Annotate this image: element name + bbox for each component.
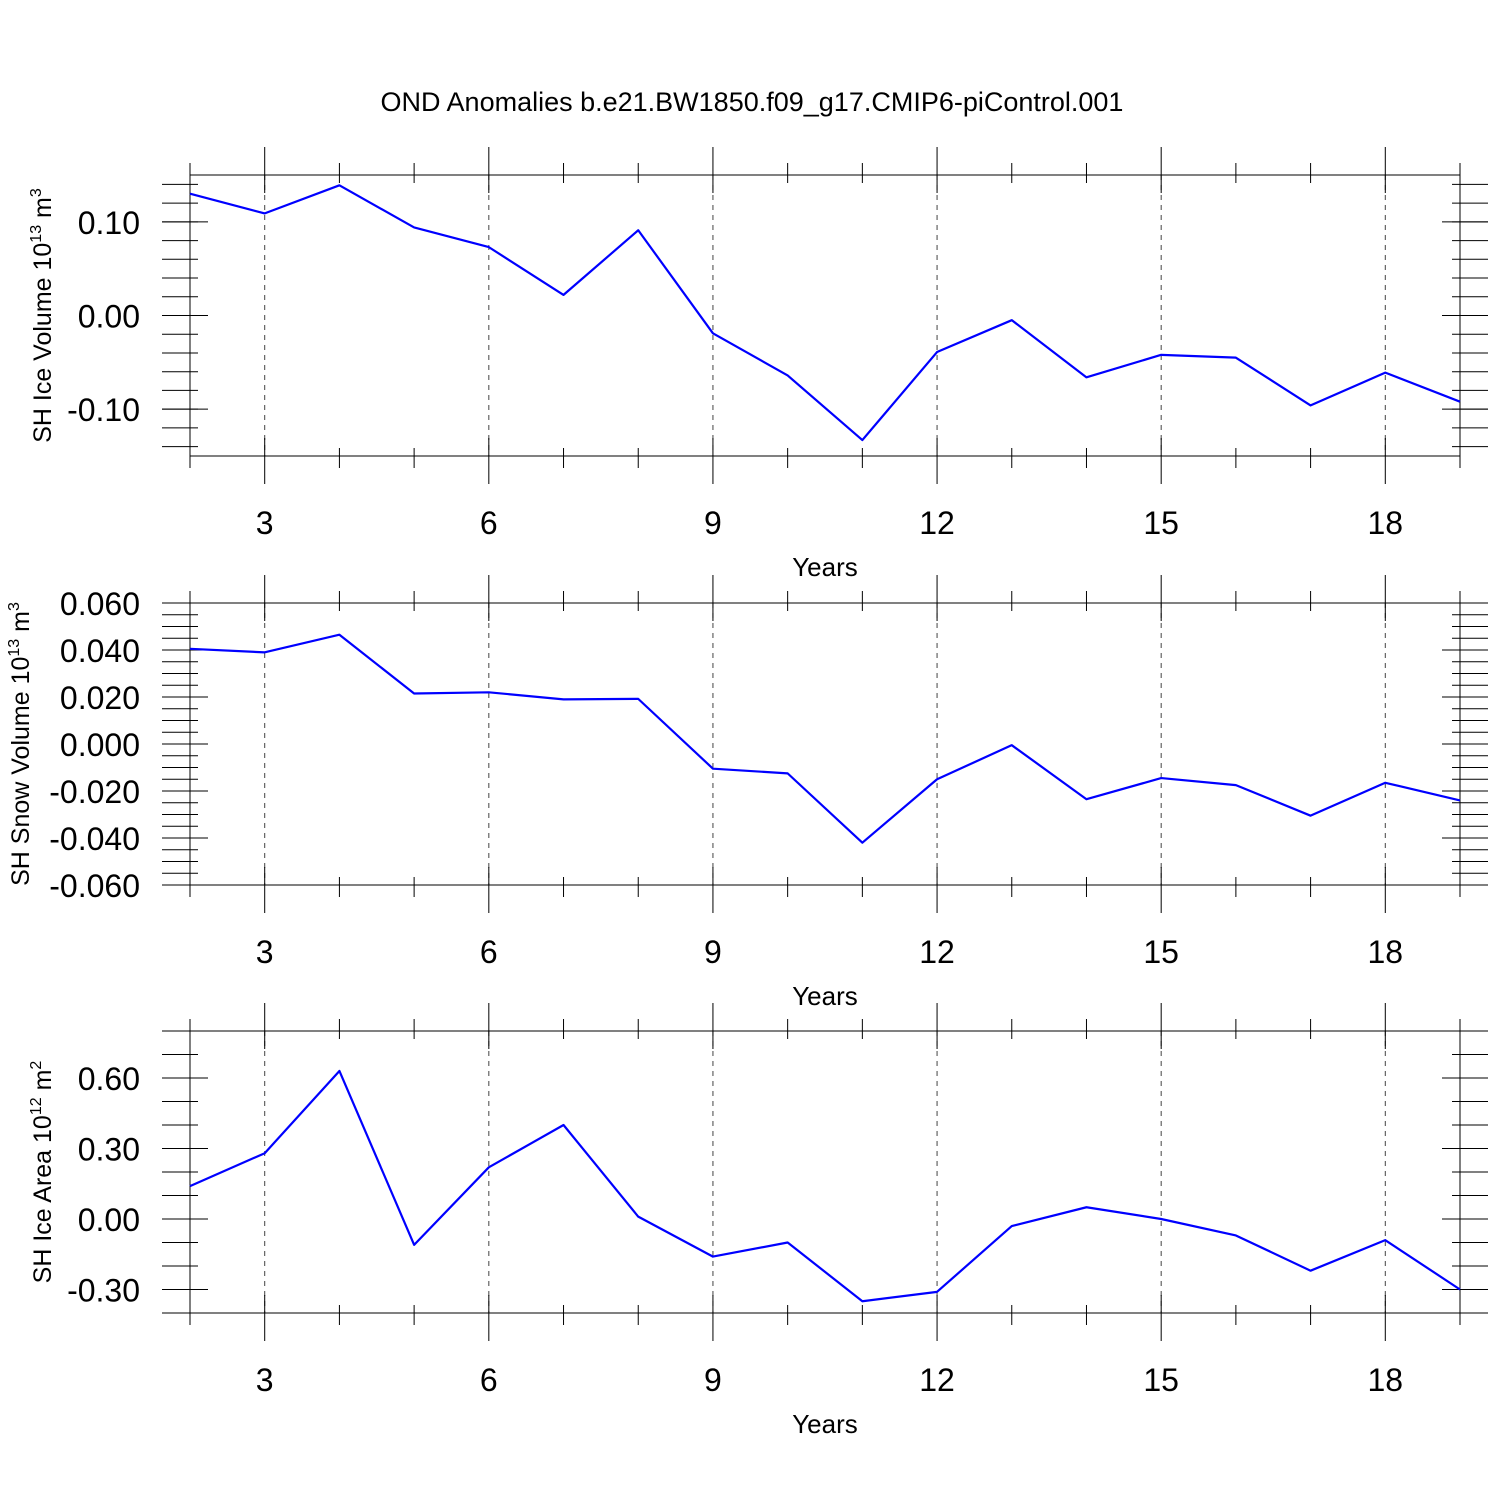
y-tick-label: 0.000 (60, 727, 140, 763)
y-axis-label-superscript: 12 (28, 1097, 45, 1115)
y-tick-label: -0.020 (49, 774, 140, 810)
y-tick-label: 0.00 (78, 299, 140, 335)
y-axis-label-text: m (29, 197, 57, 225)
y-axis-label-text: m (7, 611, 35, 639)
x-tick-label: 18 (1367, 934, 1403, 970)
y-axis-label-superscript: 13 (28, 225, 45, 243)
y-axis-label-superscript: 3 (6, 602, 23, 611)
x-tick-label: 3 (256, 934, 274, 970)
y-tick-label: -0.040 (49, 821, 140, 857)
x-tick-label: 15 (1143, 1362, 1179, 1398)
series-line (189, 1069, 1461, 1303)
x-axis-label: Years (792, 552, 858, 582)
x-tick-label: 12 (919, 505, 955, 541)
y-axis-label-superscript: 2 (28, 1061, 45, 1070)
y-tick-label: -0.060 (49, 868, 140, 904)
panel-1: 3 6 9 12 15 18 -0.10 0.00 0.10 Years SH Ice Volume… (28, 147, 1488, 582)
series-line (189, 184, 1461, 442)
y-axis-label: SH Ice Area 1012 m2 (28, 1061, 57, 1284)
x-axis-label: Years (792, 1409, 858, 1439)
x-tick-label: 3 (256, 505, 274, 541)
y-tick-label: 0.040 (60, 633, 140, 669)
x-tick-label: 18 (1367, 505, 1403, 541)
y-tick-label: 0.00 (78, 1202, 140, 1238)
x-axis-label: Years (792, 981, 858, 1011)
x-tick-label: 9 (704, 505, 722, 541)
x-tick-label: 6 (480, 505, 498, 541)
panel-2: 3 6 9 12 15 18 -0.060 -0.040 -0.020 0.000 0.020 0.0… (6, 575, 1488, 1011)
y-tick-label: 0.020 (60, 680, 140, 716)
panels: 3 6 9 12 15 18 -0.10 0.00 0.10 Years SH Ice Volume… (6, 147, 1488, 1439)
y-tick-label: -0.10 (67, 392, 140, 428)
y-axis-label: SH Ice Volume 1013 m3 (28, 188, 57, 443)
x-tick-label: 6 (480, 1362, 498, 1398)
x-tick-label: 15 (1143, 505, 1179, 541)
y-tick-label: 0.30 (78, 1132, 140, 1168)
y-tick-label: 0.10 (78, 205, 140, 241)
x-tick-label: 12 (919, 934, 955, 970)
y-axis-label-superscript: 13 (6, 639, 23, 657)
x-tick-label: 9 (704, 1362, 722, 1398)
y-tick-label: 0.060 (60, 586, 140, 622)
x-tick-label: 15 (1143, 934, 1179, 970)
y-axis-label-text: SH Ice Area 10 (29, 1115, 57, 1283)
y-axis-label-superscript: 3 (28, 188, 45, 197)
x-tick-label: 9 (704, 934, 722, 970)
y-tick-label: 0.60 (78, 1061, 140, 1097)
y-axis-label-text: SH Ice Volume 10 (29, 243, 57, 443)
y-axis-label: SH Snow Volume 1013 m3 (6, 602, 35, 886)
y-axis-label-text: SH Snow Volume 10 (7, 657, 35, 886)
x-tick-label: 3 (256, 1362, 274, 1398)
series-line (189, 633, 1461, 844)
figure-title: OND Anomalies b.e21.BW1850.f09_g17.CMIP6… (381, 87, 1124, 117)
y-tick-label: -0.30 (67, 1273, 140, 1309)
y-axis-label-text: m (29, 1070, 57, 1098)
x-tick-label: 18 (1367, 1362, 1403, 1398)
x-tick-label: 6 (480, 934, 498, 970)
panel-3: 3 6 9 12 15 18 -0.30 0.00 0.30 0.60 Years SH Ice Ar… (28, 1003, 1488, 1439)
x-tick-label: 12 (919, 1362, 955, 1398)
